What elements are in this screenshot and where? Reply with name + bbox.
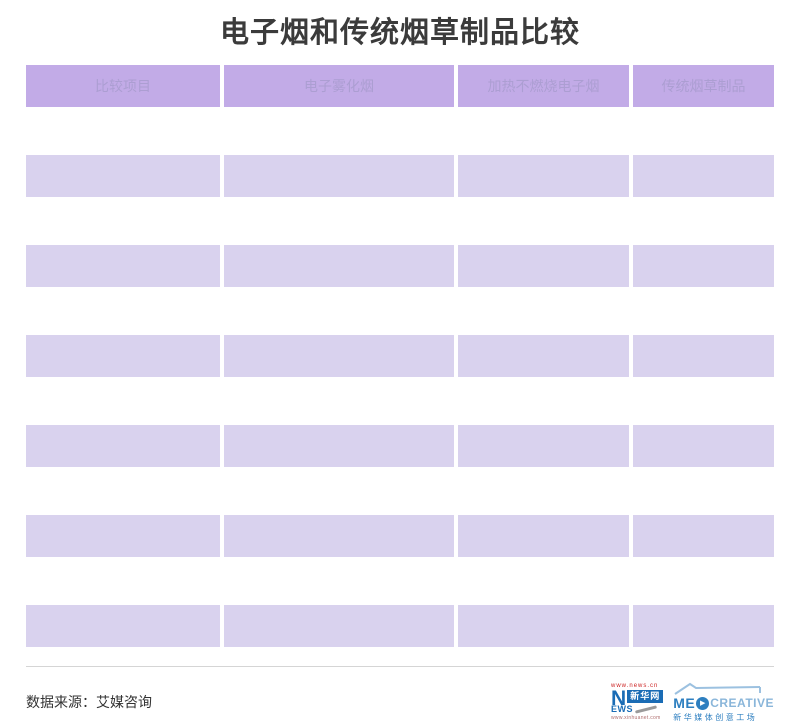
table-cell bbox=[26, 425, 220, 467]
medcreative-subtitle: 新华媒体创意工场 bbox=[673, 713, 758, 722]
table-cell bbox=[26, 335, 220, 377]
medcreative-roof-icon bbox=[674, 682, 762, 695]
medcreative-brand-left: ME bbox=[673, 695, 696, 711]
play-circle-icon: ▶ bbox=[696, 696, 710, 710]
table-row bbox=[26, 245, 774, 287]
table-row bbox=[26, 605, 774, 647]
table-cell bbox=[633, 245, 774, 287]
xinhua-news-row: EWS bbox=[611, 704, 658, 715]
table-cell bbox=[458, 425, 629, 467]
data-source-label: 数据来源：艾媒咨询 bbox=[26, 694, 152, 710]
header-cell-vape: 电子雾化烟 bbox=[224, 65, 454, 107]
table-row bbox=[26, 425, 774, 467]
table-cell bbox=[224, 515, 454, 557]
table-cell bbox=[458, 515, 629, 557]
table-cell bbox=[633, 515, 774, 557]
xinhua-swoosh-icon bbox=[634, 705, 658, 715]
table-cell bbox=[224, 605, 454, 647]
table-cell bbox=[458, 245, 629, 287]
table-cell bbox=[633, 155, 774, 197]
table-row bbox=[26, 515, 774, 557]
header-cell-heat-not-burn: 加热不燃烧电子烟 bbox=[458, 65, 629, 107]
header-cell-traditional: 传统烟草制品 bbox=[633, 65, 774, 107]
page-title: 电子烟和传统烟草制品比较 bbox=[219, 17, 580, 49]
header-cell-compare-item: 比较项目 bbox=[26, 65, 220, 107]
table-cell bbox=[633, 605, 774, 647]
table-cell bbox=[633, 335, 774, 377]
xinhua-url-bottom: www.xinhuanet.com bbox=[611, 715, 661, 722]
table-cell bbox=[26, 245, 220, 287]
table-body bbox=[26, 155, 774, 647]
footer-divider bbox=[26, 666, 774, 667]
xinhua-url-top: www.news.cn bbox=[611, 682, 659, 689]
xinhua-logo: www.news.cn N 新华网 EWS www.xinhuanet.com bbox=[611, 682, 664, 722]
medcreative-brand-right: CREATIVE bbox=[710, 696, 774, 710]
table-row bbox=[26, 335, 774, 377]
table-cell bbox=[224, 335, 454, 377]
footer-logos: www.news.cn N 新华网 EWS www.xinhuanet.com … bbox=[611, 682, 774, 722]
table-cell bbox=[224, 425, 454, 467]
table-cell bbox=[633, 425, 774, 467]
table-cell bbox=[458, 605, 629, 647]
table-cell bbox=[26, 515, 220, 557]
medcreative-logo: ME ▶ CREATIVE 新华媒体创意工场 bbox=[673, 682, 774, 722]
footer: 数据来源：艾媒咨询 www.news.cn N 新华网 EWS www.xinh… bbox=[26, 678, 774, 726]
xinhua-name-badge: 新华网 bbox=[627, 689, 664, 703]
table-cell bbox=[26, 155, 220, 197]
table-row bbox=[26, 155, 774, 197]
table-cell bbox=[224, 245, 454, 287]
table-cell bbox=[458, 155, 629, 197]
comparison-table: 比较项目 电子雾化烟 加热不燃烧电子烟 传统烟草制品 bbox=[26, 65, 774, 647]
xinhua-news-label: EWS bbox=[611, 704, 634, 715]
table-header-row: 比较项目 电子雾化烟 加热不燃烧电子烟 传统烟草制品 bbox=[26, 65, 774, 107]
table-cell bbox=[458, 335, 629, 377]
table-cell bbox=[26, 605, 220, 647]
medcreative-brand-row: ME ▶ CREATIVE bbox=[673, 696, 774, 710]
table-cell bbox=[224, 155, 454, 197]
